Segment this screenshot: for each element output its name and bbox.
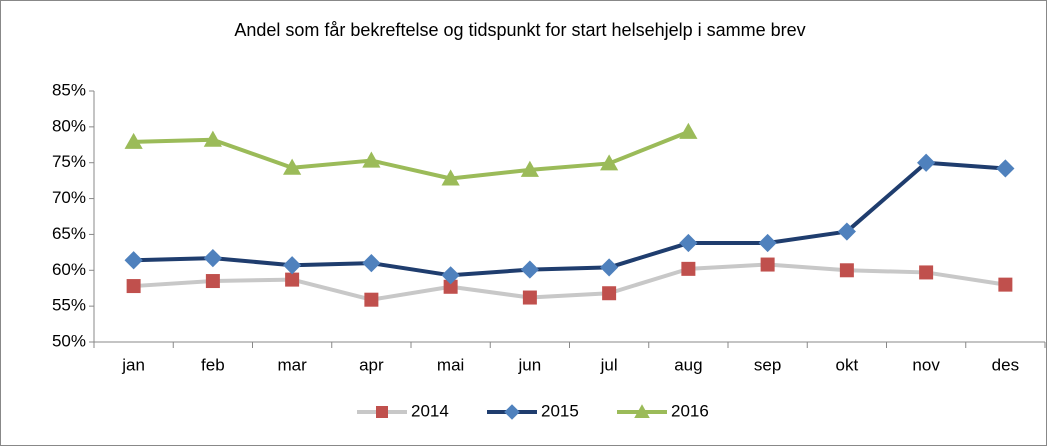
marker: [362, 151, 381, 168]
x-tick-label: aug: [674, 355, 702, 374]
marker: [285, 272, 300, 287]
x-tick-label: jan: [121, 355, 145, 374]
marker: [126, 279, 141, 294]
marker: [441, 169, 460, 186]
x-tick-label: apr: [359, 355, 384, 374]
marker: [679, 122, 698, 139]
x-tick-label: okt: [836, 355, 859, 374]
x-tick-label: des: [992, 355, 1019, 374]
marker: [205, 274, 220, 289]
marker: [839, 263, 854, 278]
chart-title: Andel som får bekreftelse og tidspunkt f…: [234, 20, 805, 40]
marker: [283, 158, 302, 175]
series-line: [133, 130, 690, 181]
y-tick-label: 85%: [52, 80, 86, 99]
marker: [919, 265, 934, 280]
x-tick-label: sep: [754, 355, 781, 374]
marker: [520, 260, 539, 279]
marker: [441, 266, 460, 285]
marker: [504, 404, 520, 420]
marker: [760, 257, 775, 272]
y-tick-label: 75%: [52, 152, 86, 171]
series-line: [133, 160, 1006, 278]
y-tick-label: 65%: [52, 224, 86, 243]
x-tick-label: nov: [912, 355, 940, 374]
y-tick-label: 70%: [52, 188, 86, 207]
y-tick-label: 50%: [52, 331, 86, 350]
series-line: [133, 262, 1006, 302]
x-tick-label: mai: [437, 355, 464, 374]
marker: [124, 251, 143, 270]
marker: [520, 160, 539, 177]
marker: [364, 292, 379, 307]
marker: [679, 233, 698, 253]
marker: [522, 290, 537, 305]
marker: [600, 154, 619, 171]
x-tick-label: feb: [201, 355, 225, 374]
marker: [758, 233, 777, 253]
y-tick-label: 60%: [52, 260, 86, 279]
marker: [681, 261, 696, 276]
legend-label: 2015: [541, 401, 579, 420]
marker: [602, 286, 617, 301]
marker: [283, 256, 302, 275]
legend-label: 2014: [411, 401, 449, 420]
y-tick-label: 80%: [52, 116, 86, 135]
marker: [443, 279, 458, 294]
x-tick-label: mar: [277, 355, 307, 374]
marker: [837, 222, 856, 241]
x-tick-label: jul: [600, 355, 618, 374]
marker: [996, 159, 1015, 178]
marker: [362, 254, 381, 273]
marker: [634, 404, 650, 418]
marker: [124, 132, 143, 149]
marker: [203, 248, 222, 268]
x-tick-label: jun: [518, 355, 542, 374]
marker: [376, 406, 388, 418]
marker: [600, 258, 619, 277]
marker: [998, 277, 1013, 292]
marker: [917, 153, 936, 172]
legend-label: 2016: [671, 401, 709, 420]
y-tick-label: 55%: [52, 296, 86, 315]
marker: [203, 130, 222, 147]
